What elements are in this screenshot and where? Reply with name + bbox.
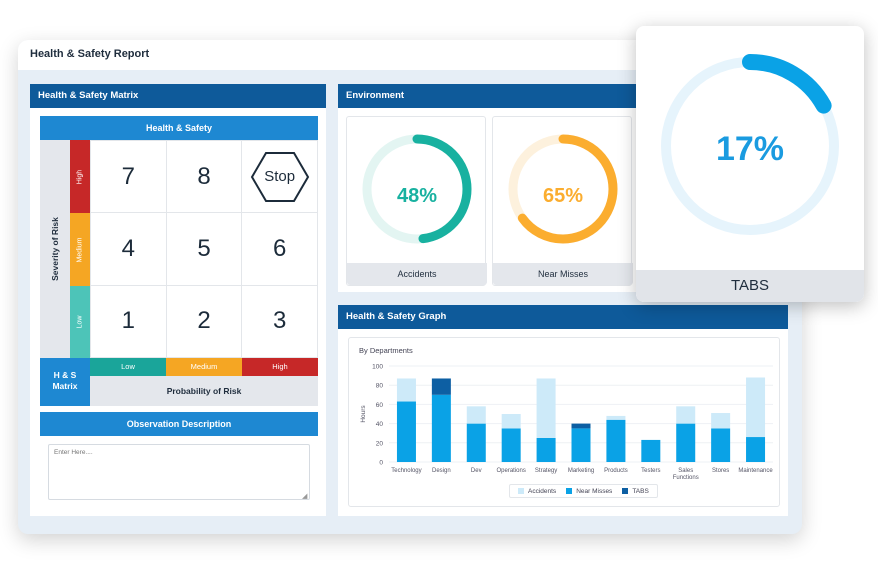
probability-medium: Medium — [166, 358, 242, 376]
risk-cell-2[interactable]: 2 — [166, 285, 243, 358]
near-misses-gauge[interactable]: 65% Near Misses — [492, 116, 633, 286]
risk-cell-4[interactable]: 4 — [91, 213, 167, 286]
risk-cell-7[interactable]: 7 — [91, 141, 167, 214]
bar-accidents — [676, 406, 696, 424]
bar-accidents — [501, 414, 521, 429]
y-tick-label: 60 — [376, 402, 384, 409]
graph-subtitle: By Departments — [359, 346, 413, 355]
graph-panel-header: Health & Safety Graph — [338, 305, 788, 329]
graph-panel: Health & Safety Graph 0 20 40 60 80 100 Hours T… — [338, 305, 788, 516]
tabs-label: TABS — [636, 270, 864, 302]
severity-label: Severity of Risk — [50, 217, 60, 281]
tabs-value: 17% — [715, 130, 785, 168]
environment-panel: Environment 48% Accidents 65% Near Misse… — [338, 84, 668, 292]
near-misses-value: 65% — [542, 185, 584, 207]
x-tick-label: Operations — [497, 468, 526, 474]
risk-cell-6[interactable]: 6 — [242, 213, 318, 286]
legend-tabs[interactable]: TABS — [622, 488, 649, 495]
severity-high: High — [70, 140, 90, 213]
tabs-gauge-ring — [658, 54, 842, 238]
stop-label: Stop — [264, 168, 296, 186]
legend-accidents[interactable]: Accidents — [518, 488, 556, 495]
legend-swatch-accidents — [518, 488, 524, 494]
y-tick-label: 100 — [372, 364, 383, 371]
stop-sign-icon: Stop — [250, 151, 310, 203]
x-tick-label: Stores — [712, 468, 729, 474]
probability-label: Probability of Risk — [90, 376, 318, 406]
tabs-arc — [658, 54, 842, 238]
y-tick-label: 80 — [376, 383, 384, 390]
risk-cell-stop[interactable]: Stop — [242, 141, 318, 214]
bar-accidents — [396, 378, 416, 402]
near-misses-label: Near Misses — [493, 263, 633, 285]
accidents-gauge-ring — [362, 134, 472, 244]
near-misses-gauge-ring — [508, 134, 618, 244]
bar-accidents — [536, 378, 556, 438]
bar-near-misses — [571, 428, 591, 462]
bar-near-misses — [711, 428, 731, 462]
x-tick-label: Strategy — [535, 468, 557, 474]
bar-accidents — [746, 377, 766, 438]
accidents-arc — [362, 134, 472, 244]
probability-low: Low — [90, 358, 166, 376]
risk-grid: 7 8 Stop 4 5 6 1 2 3 — [90, 140, 318, 358]
bar-near-misses — [641, 439, 661, 462]
bar-tabs — [431, 378, 451, 395]
bar-accidents — [466, 406, 486, 424]
bar-near-misses — [536, 438, 556, 462]
legend-swatch-near-misses — [566, 488, 573, 494]
bar-near-misses — [606, 419, 626, 462]
risk-cell-1[interactable]: 1 — [91, 285, 167, 358]
x-tick-label: Design — [432, 468, 451, 474]
matrix-header: Health & Safety — [40, 116, 318, 140]
observation-input[interactable] — [48, 444, 310, 500]
risk-cell-8[interactable]: 8 — [166, 141, 243, 214]
matrix-panel: Health & Safety Matrix Health & Safety S… — [30, 84, 326, 516]
x-tick-label: Functions — [673, 475, 699, 481]
x-tick-label: Dev — [471, 468, 482, 474]
x-tick-label: Technology — [391, 468, 421, 474]
environment-panel-header: Environment — [338, 84, 668, 108]
risk-cell-5[interactable]: 5 — [166, 213, 243, 286]
accidents-gauge[interactable]: 48% Accidents — [346, 116, 487, 286]
x-tick-label: Sales — [678, 468, 693, 474]
bar-accidents — [606, 415, 626, 420]
x-tick-label: Maintenance — [738, 468, 773, 474]
y-tick-label: 20 — [376, 440, 384, 447]
bar-near-misses — [466, 423, 486, 462]
bar-near-misses — [746, 437, 766, 462]
bar-accidents — [711, 413, 731, 429]
y-tick-label: 40 — [376, 421, 384, 428]
bar-near-misses — [501, 428, 521, 462]
bar-chart: 0 20 40 60 80 100 Hours Technology Design Dev Oper… — [360, 364, 773, 482]
graph-card: 0 20 40 60 80 100 Hours Technology Design Dev Oper… — [348, 337, 780, 507]
x-tick-label: Products — [604, 468, 628, 474]
bar-tabs — [571, 423, 591, 429]
bar-near-misses — [396, 401, 416, 462]
severity-medium: Medium — [70, 213, 90, 286]
severity-axis: Severity of Risk — [40, 140, 70, 358]
x-tick-label: Testers — [641, 468, 660, 474]
risk-cell-3[interactable]: 3 — [242, 285, 318, 358]
accidents-label: Accidents — [347, 263, 487, 285]
bar-near-misses — [676, 423, 696, 462]
hs-matrix-label: H & S Matrix — [40, 358, 90, 406]
bar-near-misses — [431, 394, 451, 462]
tabs-card[interactable]: 17% TABS — [636, 26, 864, 302]
near-misses-arc — [508, 134, 618, 244]
accidents-value: 48% — [396, 185, 438, 207]
matrix-panel-header: Health & Safety Matrix — [30, 84, 326, 108]
y-axis-label: Hours — [360, 405, 367, 423]
legend-near-misses[interactable]: Near Misses — [566, 488, 612, 495]
resize-handle-icon[interactable]: ◢ — [302, 493, 308, 500]
observation-header: Observation Description — [40, 412, 318, 436]
chart-legend: Accidents Near Misses TABS — [509, 484, 658, 498]
x-tick-label: Marketing — [568, 468, 594, 474]
severity-low: Low — [70, 286, 90, 358]
legend-swatch-tabs — [622, 488, 629, 494]
probability-high: High — [242, 358, 318, 376]
y-tick-label: 0 — [379, 460, 383, 467]
